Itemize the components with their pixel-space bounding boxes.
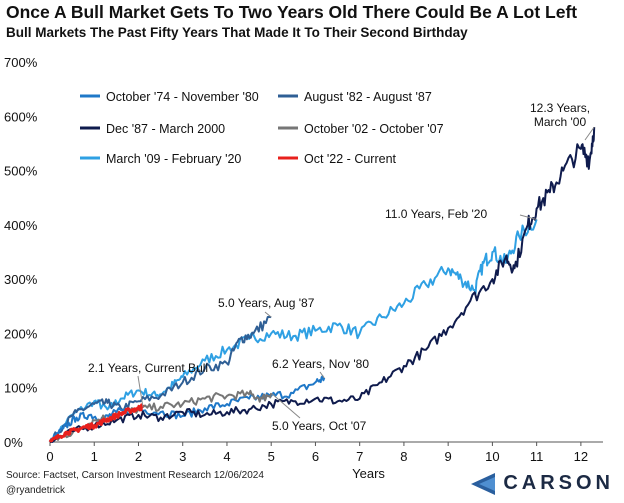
annotation-leader <box>319 371 325 379</box>
legend-entry: March '09 - February '20 <box>106 152 241 166</box>
annotation-leader <box>584 126 595 141</box>
x-tick-label: 10 <box>485 449 499 464</box>
x-tick-label: 6 <box>312 449 319 464</box>
chart-title: Once A Bull Market Gets To Two Years Old… <box>6 2 578 22</box>
carson-triangle-logo-icon <box>471 472 496 495</box>
annotation-leader <box>264 311 272 318</box>
series-group <box>48 127 596 443</box>
legend-entry: Dec '87 - March 2000 <box>106 122 225 136</box>
annotation-label-line2: March '00 <box>534 115 587 129</box>
x-tick-label: 0 <box>46 449 53 464</box>
legend: October '74 - November '80 August '82 - A… <box>80 90 444 166</box>
x-tick-label: 11 <box>530 449 544 464</box>
annotation-leader <box>137 375 144 407</box>
chart-subtitle: Bull Markets The Past Fifty Years That M… <box>6 25 468 40</box>
series-line <box>49 315 272 443</box>
carson-brand: CARSON <box>471 472 614 495</box>
y-tick-label: 600% <box>4 109 38 124</box>
annotations: 12.3 Years,March '00 11.0 Years, Feb '20 5… <box>88 101 595 433</box>
x-tick-label: 1 <box>91 449 98 464</box>
annotation-leader <box>270 392 301 419</box>
x-tick-label: 9 <box>445 449 452 464</box>
y-tick-label: 700% <box>4 55 38 70</box>
legend-entry: August '82 - August '87 <box>304 90 432 104</box>
annotation-label: 5.0 Years, Oct '07 <box>272 419 367 433</box>
annotation-label: 5.0 Years, Aug '87 <box>218 296 315 310</box>
series-line <box>50 219 538 443</box>
y-tick-label: 100% <box>4 381 38 396</box>
annotation-label: 11.0 Years, Feb '20 <box>385 207 487 221</box>
axes: 0%100%200%300%400%500%600%700%0 1 2 3 4 5 6 7 8 9… <box>4 55 603 481</box>
source-note: Source: Factset, Carson Investment Resea… <box>6 470 264 481</box>
series-line <box>49 375 326 443</box>
x-tick-label: 5 <box>268 449 275 464</box>
x-tick-label: 2 <box>135 449 142 464</box>
brand-name: CARSON <box>503 472 614 494</box>
legend-entry: October '74 - November '80 <box>106 90 259 104</box>
y-tick-label: 500% <box>4 164 38 179</box>
series-line <box>49 127 596 443</box>
annotation-label: 2.1 Years, Current Bull <box>88 361 208 375</box>
x-axis-label: Years <box>352 466 385 481</box>
y-tick-label: 200% <box>4 326 38 341</box>
x-tick-label: 7 <box>356 449 363 464</box>
legend-entry: October '02 - October '07 <box>304 122 444 136</box>
x-tick-label: 12 <box>574 449 588 464</box>
x-tick-label: 8 <box>400 449 407 464</box>
annotation-label: 6.2 Years, Nov '80 <box>272 357 369 371</box>
y-tick-label: 400% <box>4 218 38 233</box>
annotation-label: 12.3 Years, <box>530 101 590 115</box>
y-tick-label: 300% <box>4 272 38 287</box>
annotation-leader <box>519 214 537 220</box>
series-line <box>48 403 145 443</box>
y-tick-label: 0% <box>4 435 23 450</box>
twitter-handle: @ryandetrick <box>6 485 66 496</box>
x-tick-label: 3 <box>179 449 186 464</box>
x-tick-label: 4 <box>223 449 230 464</box>
legend-entry: Oct '22 - Current <box>304 152 397 166</box>
